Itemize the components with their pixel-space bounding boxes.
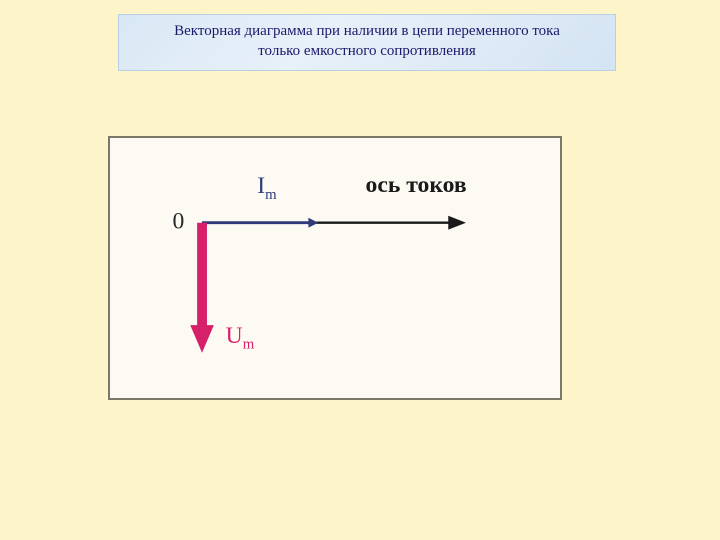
vector-diagram-box: 0 Im ось токов Um: [108, 136, 562, 400]
voltage-label-sub: m: [243, 337, 255, 353]
axis-label: ось токов: [366, 172, 467, 198]
axis-vector-arrowhead: [448, 216, 466, 230]
vector-diagram-svg: 0 Im ось токов Um: [110, 138, 560, 398]
current-vector-label: Im: [257, 173, 277, 203]
title-banner: Векторная диаграмма при наличии в цепи п…: [118, 14, 616, 71]
voltage-vector-arrowhead: [190, 325, 214, 353]
voltage-vector-label: Um: [226, 323, 255, 353]
title-line-1: Векторная диаграмма при наличии в цепи п…: [174, 23, 560, 39]
voltage-label-main: U: [226, 323, 243, 349]
origin-label: 0: [173, 209, 185, 235]
current-label-main: I: [257, 173, 265, 199]
title-line-2: только емкостного сопротивления: [258, 43, 476, 59]
current-label-sub: m: [265, 187, 277, 203]
current-vector-arrowhead: [308, 218, 318, 228]
